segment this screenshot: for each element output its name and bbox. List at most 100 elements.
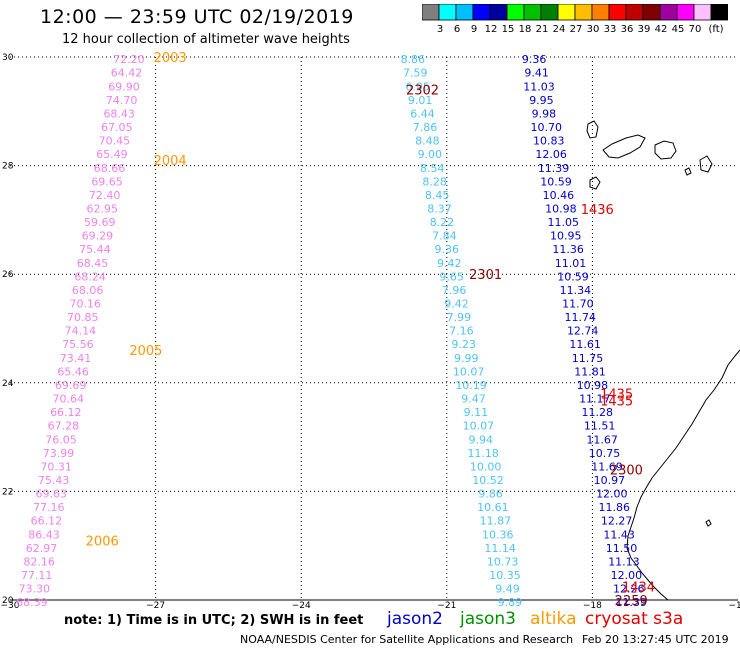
tenerife-island — [602, 134, 646, 159]
jason3-value-label: 8.22 — [430, 216, 455, 229]
jason2-value-label: 12.27 — [601, 515, 633, 528]
pass-time-label: 2259 — [615, 594, 648, 609]
jason2-value-label: 11.36 — [552, 243, 584, 256]
jason3-value-label: 8.86 — [401, 53, 426, 66]
altika-value-label: 65.46 — [57, 365, 89, 378]
jason3-value-label: 9.01 — [408, 94, 433, 107]
jason3-value-label: 10.36 — [482, 528, 514, 541]
scale-tick-label: 45 — [672, 24, 685, 35]
altika-value-label: 72.40 — [89, 189, 121, 202]
scale-tick-label: 6 — [454, 24, 460, 35]
jason3-value-label: 9.89 — [498, 596, 523, 609]
jason3-value-label: 9.49 — [495, 583, 520, 596]
jason2-value-label: 10.98 — [577, 379, 609, 392]
altika-value-label: 74.14 — [65, 325, 97, 338]
scale-tick-label: 21 — [536, 24, 549, 35]
jason2-value-label: 11.13 — [608, 555, 640, 568]
lon-tick-label: −15 — [729, 601, 740, 610]
jason2-value-label: 11.05 — [548, 216, 580, 229]
altika-value-label: 75.44 — [79, 243, 111, 256]
pass-time-label: 2300 — [610, 464, 643, 479]
jason3-value-label: 11.14 — [484, 542, 516, 555]
altika-value-label: 69.90 — [108, 80, 140, 93]
jason3-value-label: 7.96 — [442, 284, 467, 297]
pass-time-label: 2006 — [86, 534, 119, 549]
scale-tick-label: 36 — [621, 24, 634, 35]
jason3-value-label: 9.47 — [461, 393, 486, 406]
altika-value-label: 74.70 — [106, 94, 138, 107]
page-title: 12:00 — 23:59 UTC 02/19/2019 — [40, 6, 354, 28]
jason3-value-label: 8.45 — [425, 189, 450, 202]
data-marks-group: 72.2064.4269.9074.7068.4367.0570.4565.49… — [16, 51, 655, 609]
altika-value-label: 65.49 — [96, 148, 128, 161]
jason2-value-label: 10.59 — [540, 175, 572, 188]
footer-note: note: 1) Time is in UTC; 2) SWH is in fe… — [64, 613, 364, 628]
altika-value-label: 77.11 — [21, 569, 53, 582]
lat-tick-label: 20 — [2, 596, 14, 606]
jason2-value-label: 10.75 — [589, 447, 621, 460]
lon-tick-label: −27 — [146, 601, 165, 610]
jason2-value-label: 12.74 — [567, 325, 599, 338]
lat-tick-label: 28 — [2, 162, 14, 172]
jason2-value-label: 11.39 — [538, 162, 570, 175]
altika-value-label: 64.42 — [111, 67, 143, 80]
jason2-value-label: 11.86 — [598, 501, 630, 514]
jason2-value-label: 11.34 — [560, 284, 592, 297]
jason3-value-label: 8.54 — [420, 162, 445, 175]
pass-time-label: 1435 — [600, 395, 633, 410]
altika-value-label: 68.66 — [94, 162, 126, 175]
altika-value-label: 59.69 — [84, 216, 116, 229]
pass-time-label: 1434 — [622, 580, 655, 595]
jason3-value-label: 10.73 — [487, 555, 519, 568]
altika-value-label: 73.41 — [60, 352, 92, 365]
scale-tick-label: 39 — [638, 24, 651, 35]
jason3-value-label: 10.52 — [472, 474, 504, 487]
jason2-value-label: 12.00 — [596, 488, 628, 501]
scale-tick-label: 9 — [471, 24, 477, 35]
lat-tick-label: 22 — [2, 487, 13, 497]
scale-tick-label: 12 — [485, 24, 498, 35]
jason2-value-label: 10.95 — [550, 230, 582, 243]
jason3-value-label: 10.07 — [463, 420, 495, 433]
altika-value-label: 70.31 — [40, 460, 72, 473]
scale-tick-label: 3 — [437, 24, 443, 35]
jason2-value-label: 11.51 — [584, 420, 616, 433]
la-gomera-island — [589, 176, 601, 190]
jason2-value-label: 10.83 — [533, 135, 565, 148]
jason3-value-label: 11.87 — [480, 515, 512, 528]
pass-time-label: 2004 — [154, 154, 187, 169]
altika-value-label: 69.65 — [91, 175, 123, 188]
coastline-group — [586, 120, 740, 601]
jason3-value-label: 11.18 — [467, 447, 499, 460]
scale-swatch — [710, 4, 728, 21]
altika-value-label: 86.43 — [28, 528, 60, 541]
altika-value-label: 68.06 — [72, 284, 104, 297]
jason3-value-label: 6.95 — [405, 80, 430, 93]
altika-value-label: 77.16 — [33, 501, 65, 514]
jason3-value-label: 10.00 — [470, 460, 502, 473]
jason3-value-label: 6.44 — [410, 107, 435, 120]
jason2-value-label: 11.61 — [569, 338, 601, 351]
jason3-value-label: 9.00 — [418, 148, 443, 161]
altika-value-label: 69.29 — [82, 230, 114, 243]
altika-value-label: 70.64 — [52, 393, 84, 406]
lon-tick-label: −18 — [583, 601, 602, 610]
altika-value-label: 75.56 — [62, 338, 94, 351]
altika-value-label: 70.85 — [67, 311, 99, 324]
jason2-value-label: 11.50 — [606, 542, 638, 555]
jason3-value-label: 7.84 — [432, 230, 457, 243]
jason3-value-label: 7.59 — [403, 67, 428, 80]
jason2-value-label: 9.95 — [529, 94, 554, 107]
jason3-value-label: 10.07 — [453, 365, 485, 378]
altika-value-label: 72.20 — [113, 53, 145, 66]
jason3-value-label: 10.61 — [477, 501, 509, 514]
lon-tick-label: −21 — [437, 601, 456, 610]
altika-value-label: 69.69 — [55, 379, 87, 392]
axes-group: −30 −27 −24 −21 −18 −15 20 22 24 26 28 30 — [1, 53, 740, 610]
scale-tick-label: 24 — [553, 24, 566, 35]
scale-tick-label: 30 — [587, 24, 600, 35]
jason2-value-label: 9.41 — [524, 67, 549, 80]
pass-time-label: 1436 — [581, 203, 614, 218]
altika-value-label: 76.05 — [45, 433, 77, 446]
scale-tick-label: 27 — [570, 24, 583, 35]
